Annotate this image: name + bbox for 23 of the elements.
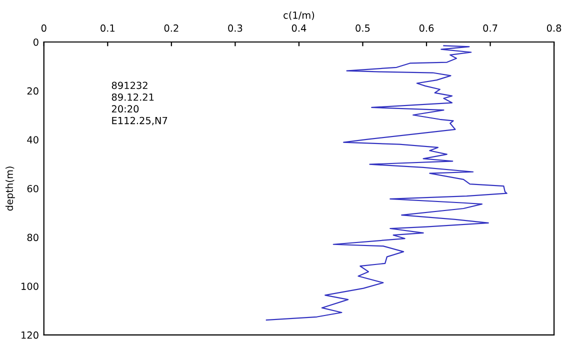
x-tick-label: 0.7 xyxy=(483,24,498,32)
y-tick-label: 20 xyxy=(27,87,38,95)
x-tick-label: 0 xyxy=(41,24,46,32)
y-tick-label: 0 xyxy=(33,38,38,46)
annotation: E112.25,N7 xyxy=(112,116,168,126)
x-tick-label: 0.4 xyxy=(292,24,306,32)
x-tick-label: 0.1 xyxy=(100,24,114,32)
y-tick-label: 40 xyxy=(27,136,38,144)
y-tick-label: 60 xyxy=(27,184,38,192)
annotation: 89.12.21 xyxy=(112,93,154,101)
y-tick-label: 80 xyxy=(27,234,38,242)
x-tick-label: 0.6 xyxy=(419,24,434,32)
annotation: 20:20 xyxy=(112,105,139,113)
x-tick-label: 0.3 xyxy=(228,24,242,32)
x-tick-label: 0.5 xyxy=(356,24,370,32)
x-axis-title: c(1/m) xyxy=(284,11,314,20)
line-series xyxy=(266,45,508,321)
y-tick-label: 120 xyxy=(22,331,38,339)
annotation: 891232 xyxy=(112,82,148,90)
x-tick-label: 0.8 xyxy=(546,24,562,32)
x-tick-label: 0.2 xyxy=(164,24,178,32)
y-tick-label: 100 xyxy=(22,282,38,290)
y-axis-title: depth(m) xyxy=(6,166,15,211)
